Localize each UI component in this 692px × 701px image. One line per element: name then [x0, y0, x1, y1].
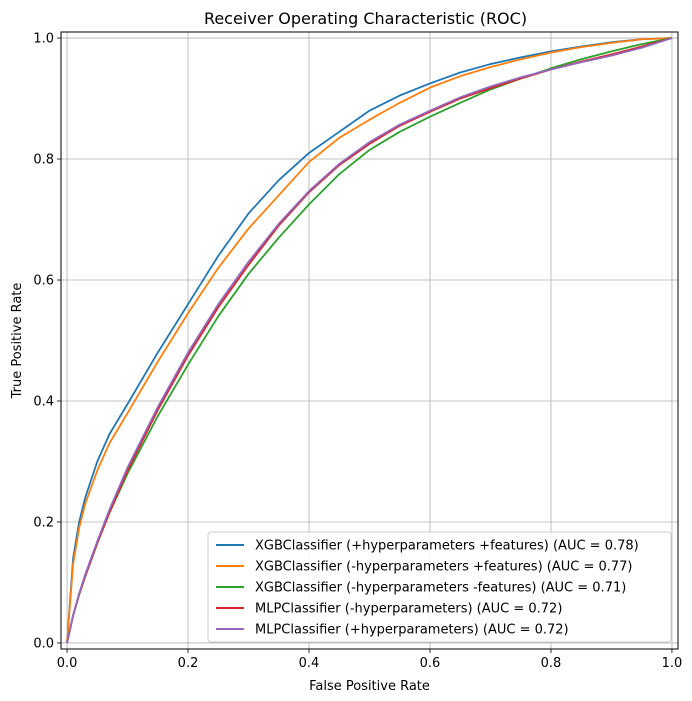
y-tick-label: 0.4	[33, 394, 54, 409]
roc-curve-4	[66, 37, 673, 644]
legend-label: XGBClassifier (+hyperparameters +feature…	[255, 539, 639, 554]
roc-curve-0	[66, 37, 672, 644]
x-axis-label: False Positive Rate	[309, 679, 430, 694]
legend-label: MLPClassifier (-hyperparameters) (AUC = …	[255, 602, 562, 617]
y-tick-label: 0.0	[33, 636, 54, 651]
y-tick-label: 1.0	[33, 32, 54, 47]
roc-curve-1	[66, 37, 672, 644]
y-tick-label: 0.6	[33, 274, 54, 289]
legend-box	[207, 531, 672, 643]
legend-label: XGBClassifier (-hyperparameters -feature…	[255, 581, 626, 596]
legend: XGBClassifier (+hyperparameters +feature…	[207, 531, 672, 643]
plot-frame	[60, 31, 679, 650]
legend-label: MLPClassifier (+hyperparameters) (AUC = …	[255, 623, 569, 638]
roc-curves	[66, 37, 673, 644]
x-tick-label: 0.4	[299, 656, 320, 671]
chart-title: Receiver Operating Characteristic (ROC)	[204, 9, 527, 28]
axis-ticks: 0.0 0.2 0.4 0.6 0.8 1.0 0.0 0.2 0.4 0.6 0.8 1.0	[33, 32, 682, 671]
x-tick-label: 0.6	[420, 656, 441, 671]
legend-label: XGBClassifier (-hyperparameters +feature…	[255, 560, 633, 575]
y-axis-label: True Positive Rate	[10, 283, 25, 400]
x-tick-label: 0.8	[541, 656, 562, 671]
x-tick-label: 1.0	[662, 656, 683, 671]
x-tick-label: 0.2	[178, 656, 199, 671]
y-tick-label: 0.2	[33, 515, 54, 530]
y-tick-label: 0.8	[33, 153, 54, 168]
x-tick-label: 0.0	[57, 656, 78, 671]
